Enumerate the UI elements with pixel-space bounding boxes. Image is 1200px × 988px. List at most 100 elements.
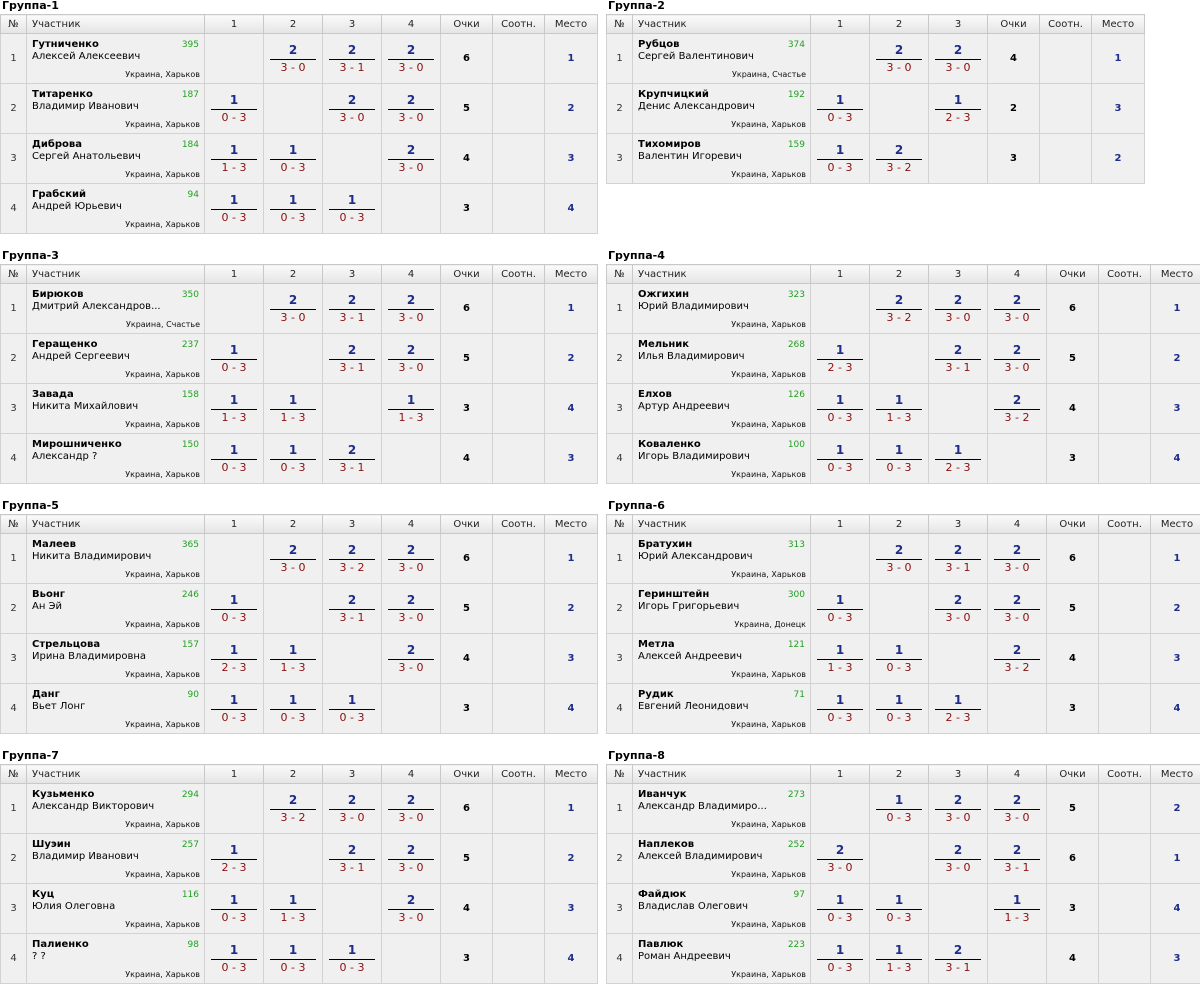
match-result-cell[interactable]: 2 3 - 1	[928, 333, 988, 384]
header-ratio[interactable]: Соотн.	[1098, 764, 1151, 784]
header-opponent-2[interactable]: 2	[869, 764, 929, 784]
header-participant[interactable]: Участник	[632, 14, 811, 34]
match-result-cell[interactable]: 1 0 - 3	[869, 433, 929, 484]
match-result-cell[interactable]: 1 1 - 3	[869, 933, 929, 984]
match-result-cell[interactable]: 1 0 - 3	[810, 433, 870, 484]
match-result-cell[interactable]: 1 0 - 3	[810, 83, 870, 134]
match-result-cell[interactable]: 1 0 - 3	[204, 183, 264, 234]
match-result-cell[interactable]: 2 3 - 1	[987, 833, 1047, 884]
match-result-cell[interactable]: 1 0 - 3	[263, 183, 323, 234]
player-last-name[interactable]: Геращенко	[32, 339, 98, 350]
header-num[interactable]: №	[0, 764, 27, 784]
header-opponent-4[interactable]: 4	[381, 764, 441, 784]
match-result-cell[interactable]: 2 3 - 2	[869, 283, 929, 334]
header-opponent-3[interactable]: 3	[322, 764, 382, 784]
player-last-name[interactable]: Диброва	[32, 139, 82, 150]
player-last-name[interactable]: Грабский	[32, 189, 86, 200]
header-participant[interactable]: Участник	[632, 514, 811, 534]
match-result-cell[interactable]: 2 3 - 1	[322, 433, 382, 484]
match-result-cell[interactable]: 2 3 - 1	[322, 33, 382, 84]
player-last-name[interactable]: Елхов	[638, 389, 672, 400]
match-result-cell[interactable]: 1 2 - 3	[928, 433, 988, 484]
match-result-cell[interactable]: 2 3 - 0	[987, 533, 1047, 584]
match-result-cell[interactable]: 1 1 - 3	[810, 633, 870, 684]
match-result-cell[interactable]: 2 3 - 0	[928, 33, 988, 84]
header-opponent-4[interactable]: 4	[987, 514, 1047, 534]
match-result-cell[interactable]: 1 2 - 3	[810, 333, 870, 384]
header-points[interactable]: Очки	[1046, 764, 1099, 784]
header-opponent-2[interactable]: 2	[263, 14, 323, 34]
player-last-name[interactable]: Завада	[32, 389, 74, 400]
match-result-cell[interactable]: 2 3 - 2	[322, 533, 382, 584]
match-result-cell[interactable]: 2 3 - 1	[322, 583, 382, 634]
header-opponent-2[interactable]: 2	[869, 14, 929, 34]
match-result-cell[interactable]: 1 0 - 3	[810, 383, 870, 434]
player-last-name[interactable]: Павлюк	[638, 939, 684, 950]
match-result-cell[interactable]: 2 3 - 0	[263, 283, 323, 334]
player-last-name[interactable]: Рудик	[638, 689, 674, 700]
player-last-name[interactable]: Кузьменко	[32, 789, 95, 800]
match-result-cell[interactable]: 2 3 - 0	[381, 883, 441, 934]
match-result-cell[interactable]: 1 0 - 3	[204, 933, 264, 984]
player-last-name[interactable]: Ожгихин	[638, 289, 690, 300]
match-result-cell[interactable]: 2 3 - 0	[381, 83, 441, 134]
header-place[interactable]: Место	[544, 264, 598, 284]
player-last-name[interactable]: Рубцов	[638, 39, 680, 50]
header-opponent-2[interactable]: 2	[869, 514, 929, 534]
match-result-cell[interactable]: 2 3 - 0	[381, 533, 441, 584]
player-last-name[interactable]: Мирошниченко	[32, 439, 122, 450]
match-result-cell[interactable]: 1 0 - 3	[810, 133, 870, 184]
header-num[interactable]: №	[606, 764, 633, 784]
match-result-cell[interactable]: 2 3 - 2	[263, 783, 323, 834]
match-result-cell[interactable]: 1 2 - 3	[928, 83, 988, 134]
player-last-name[interactable]: Иванчук	[638, 789, 687, 800]
match-result-cell[interactable]: 2 3 - 1	[322, 283, 382, 334]
match-result-cell[interactable]: 1 0 - 3	[263, 133, 323, 184]
match-result-cell[interactable]: 2 3 - 0	[810, 833, 870, 884]
header-participant[interactable]: Участник	[26, 764, 205, 784]
header-participant[interactable]: Участник	[26, 264, 205, 284]
header-participant[interactable]: Участник	[26, 514, 205, 534]
match-result-cell[interactable]: 1 1 - 3	[263, 383, 323, 434]
header-place[interactable]: Место	[544, 764, 598, 784]
player-last-name[interactable]: Бирюков	[32, 289, 84, 300]
header-opponent-3[interactable]: 3	[928, 514, 988, 534]
match-result-cell[interactable]: 2 3 - 2	[987, 633, 1047, 684]
player-last-name[interactable]: Братухин	[638, 539, 693, 550]
header-opponent-2[interactable]: 2	[263, 264, 323, 284]
match-result-cell[interactable]: 2 3 - 1	[928, 533, 988, 584]
player-last-name[interactable]: Файдюк	[638, 889, 687, 900]
match-result-cell[interactable]: 1 0 - 3	[263, 433, 323, 484]
match-result-cell[interactable]: 2 3 - 0	[381, 783, 441, 834]
player-last-name[interactable]: Геринштейн	[638, 589, 710, 600]
match-result-cell[interactable]: 1 1 - 3	[263, 633, 323, 684]
player-last-name[interactable]: Малеев	[32, 539, 76, 550]
header-opponent-4[interactable]: 4	[987, 764, 1047, 784]
match-result-cell[interactable]: 1 1 - 3	[987, 883, 1047, 934]
player-last-name[interactable]: Тихомиров	[638, 139, 701, 150]
header-opponent-2[interactable]: 2	[869, 264, 929, 284]
match-result-cell[interactable]: 1 0 - 3	[263, 933, 323, 984]
match-result-cell[interactable]: 1 0 - 3	[810, 933, 870, 984]
header-place[interactable]: Место	[1150, 514, 1200, 534]
header-opponent-3[interactable]: 3	[322, 264, 382, 284]
header-opponent-1[interactable]: 1	[204, 764, 264, 784]
header-opponent-1[interactable]: 1	[204, 14, 264, 34]
match-result-cell[interactable]: 2 3 - 0	[381, 133, 441, 184]
header-opponent-1[interactable]: 1	[204, 514, 264, 534]
header-ratio[interactable]: Соотн.	[1098, 264, 1151, 284]
player-last-name[interactable]: Палиенко	[32, 939, 89, 950]
header-opponent-1[interactable]: 1	[810, 764, 870, 784]
match-result-cell[interactable]: 1 0 - 3	[869, 883, 929, 934]
header-opponent-4[interactable]: 4	[987, 264, 1047, 284]
match-result-cell[interactable]: 2 3 - 2	[987, 383, 1047, 434]
header-place[interactable]: Место	[544, 14, 598, 34]
match-result-cell[interactable]: 2 3 - 0	[869, 33, 929, 84]
match-result-cell[interactable]: 1 0 - 3	[204, 433, 264, 484]
match-result-cell[interactable]: 2 3 - 0	[928, 283, 988, 334]
header-opponent-1[interactable]: 1	[204, 264, 264, 284]
player-last-name[interactable]: Шуэин	[32, 839, 71, 850]
header-place[interactable]: Место	[1091, 14, 1145, 34]
header-participant[interactable]: Участник	[26, 14, 205, 34]
header-num[interactable]: №	[606, 514, 633, 534]
